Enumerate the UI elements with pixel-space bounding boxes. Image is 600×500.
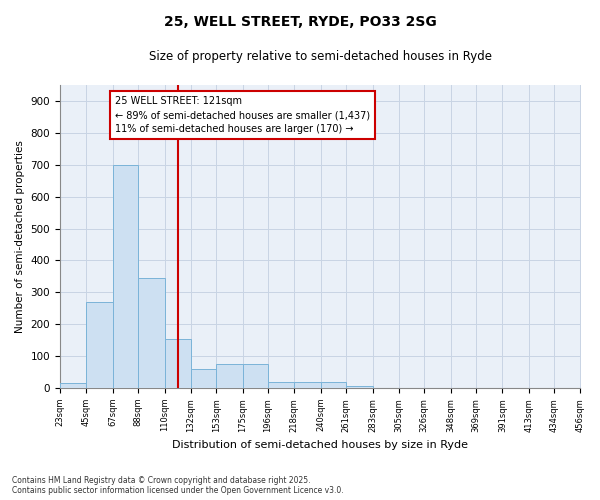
Bar <box>138 278 164 388</box>
Bar <box>86 302 113 388</box>
Title: Size of property relative to semi-detached houses in Ryde: Size of property relative to semi-detach… <box>149 50 492 63</box>
Bar <box>268 382 295 388</box>
Bar <box>191 369 216 388</box>
Bar <box>216 364 242 388</box>
Bar <box>295 382 321 388</box>
Text: 25, WELL STREET, RYDE, PO33 2SG: 25, WELL STREET, RYDE, PO33 2SG <box>164 15 436 29</box>
Bar <box>113 165 138 388</box>
Bar <box>321 382 346 388</box>
Bar <box>346 386 373 388</box>
Y-axis label: Number of semi-detached properties: Number of semi-detached properties <box>15 140 25 333</box>
Text: Contains HM Land Registry data © Crown copyright and database right 2025.
Contai: Contains HM Land Registry data © Crown c… <box>12 476 344 495</box>
Text: 25 WELL STREET: 121sqm
← 89% of semi-detached houses are smaller (1,437)
11% of : 25 WELL STREET: 121sqm ← 89% of semi-det… <box>115 96 370 134</box>
X-axis label: Distribution of semi-detached houses by size in Ryde: Distribution of semi-detached houses by … <box>172 440 468 450</box>
Bar <box>60 384 86 388</box>
Bar <box>164 338 191 388</box>
Bar <box>242 364 268 388</box>
